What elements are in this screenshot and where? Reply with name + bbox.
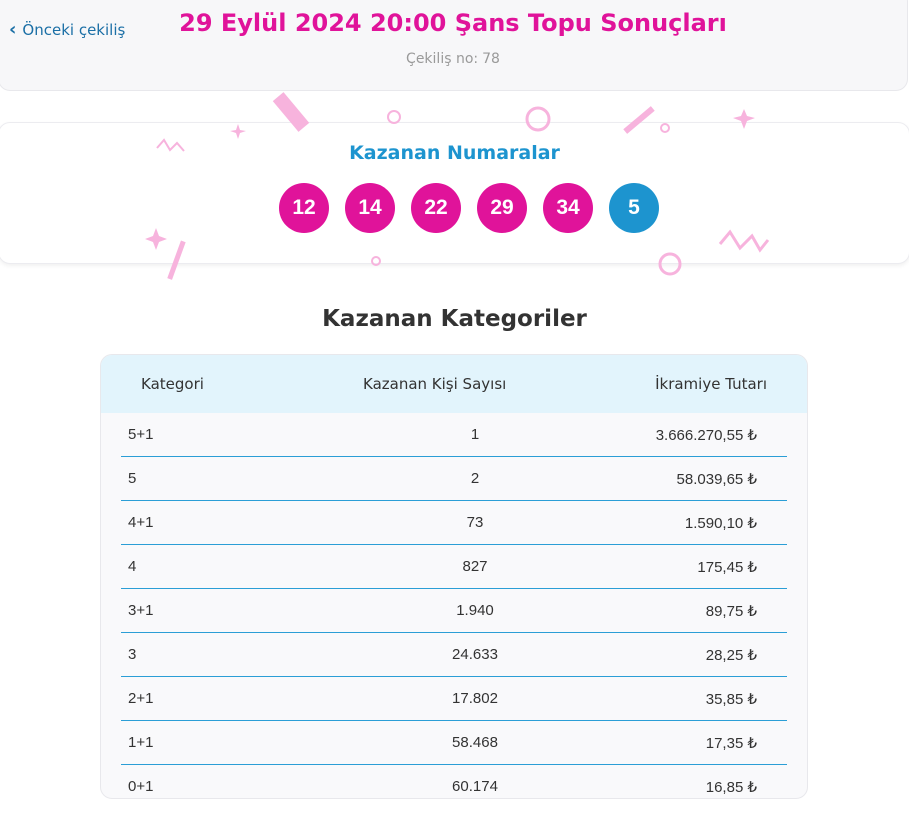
number-ball: 12 xyxy=(279,183,329,233)
draw-number-label: Çekiliş no: xyxy=(406,51,479,67)
cell-category: 0+1 xyxy=(128,778,154,795)
table-row: 1+1 58.468 17,35 ₺ xyxy=(121,721,787,765)
number-ball: 14 xyxy=(345,183,395,233)
cell-category: 2+1 xyxy=(128,690,154,707)
cell-category: 1+1 xyxy=(128,734,154,751)
cell-prize: 28,25 ₺ xyxy=(705,646,757,664)
results-header: ‹ Önceki çekiliş 29 Eylül 2024 20:00 Şan… xyxy=(0,0,908,91)
table-row: 4 827 175,45 ₺ xyxy=(121,545,787,589)
categories-title: Kazanan Kategoriler xyxy=(322,306,587,332)
cell-category: 5+1 xyxy=(128,426,154,443)
cell-winners: 58.468 xyxy=(452,734,498,751)
previous-draw-label: Önceki çekiliş xyxy=(22,21,126,39)
cell-winners: 1.940 xyxy=(456,602,494,619)
cell-winners: 1 xyxy=(470,426,480,443)
categories-table: Kategori Kazanan Kişi Sayısı İkramiye Tu… xyxy=(100,354,808,799)
cell-prize: 175,45 ₺ xyxy=(697,558,757,576)
cell-winners: 24.633 xyxy=(452,646,498,663)
cell-winners: 2 xyxy=(470,470,480,487)
cell-prize: 35,85 ₺ xyxy=(705,690,757,708)
cell-prize: 1.590,10 ₺ xyxy=(684,514,757,532)
number-ball: 29 xyxy=(477,183,527,233)
cell-winners: 827 xyxy=(462,558,488,575)
table-row: 4+1 73 1.590,10 ₺ xyxy=(121,501,787,545)
cell-winners: 73 xyxy=(466,514,484,531)
header-category: Kategori xyxy=(141,375,204,393)
header-prize: İkramiye Tutarı xyxy=(655,375,767,393)
cell-prize: 17,35 ₺ xyxy=(705,734,757,752)
table-body: 5+1 1 3.666.270,55 ₺ 5 2 58.039,65 ₺ 4+1… xyxy=(101,413,807,798)
winning-numbers: 12 14 22 29 34 5 xyxy=(279,183,659,233)
cell-prize: 89,75 ₺ xyxy=(705,602,757,620)
table-row: 2+1 17.802 35,85 ₺ xyxy=(121,677,787,721)
chevron-left-icon: ‹ xyxy=(9,19,17,40)
table-row: 5+1 1 3.666.270,55 ₺ xyxy=(121,413,787,457)
cell-prize: 16,85 ₺ xyxy=(705,778,757,796)
table-row: 0+1 60.174 16,85 ₺ xyxy=(121,765,787,798)
page-title: 29 Eylül 2024 20:00 Şans Topu Sonuçları xyxy=(179,9,727,37)
table-row: 3 24.633 28,25 ₺ xyxy=(121,633,787,677)
cell-category: 3 xyxy=(128,646,137,663)
previous-draw-link[interactable]: ‹ Önceki çekiliş xyxy=(9,19,126,40)
cell-category: 3+1 xyxy=(128,602,154,619)
cell-prize: 3.666.270,55 ₺ xyxy=(655,426,757,444)
draw-number: Çekiliş no: 78 xyxy=(0,51,907,67)
number-ball: 34 xyxy=(543,183,593,233)
table-header: Kategori Kazanan Kişi Sayısı İkramiye Tu… xyxy=(101,355,807,413)
cell-winners: 17.802 xyxy=(452,690,498,707)
draw-number-value: 78 xyxy=(482,51,500,67)
header-winners: Kazanan Kişi Sayısı xyxy=(363,375,507,393)
cell-winners: 60.174 xyxy=(452,778,498,795)
cell-category: 5 xyxy=(128,470,137,487)
table-row: 3+1 1.940 89,75 ₺ xyxy=(121,589,787,633)
table-row: 5 2 58.039,65 ₺ xyxy=(121,457,787,501)
number-ball: 22 xyxy=(411,183,461,233)
cell-prize: 58.039,65 ₺ xyxy=(676,470,757,488)
bonus-ball: 5 xyxy=(609,183,659,233)
cell-category: 4+1 xyxy=(128,514,154,531)
winning-numbers-title: Kazanan Numaralar xyxy=(349,142,560,164)
cell-category: 4 xyxy=(128,558,137,575)
